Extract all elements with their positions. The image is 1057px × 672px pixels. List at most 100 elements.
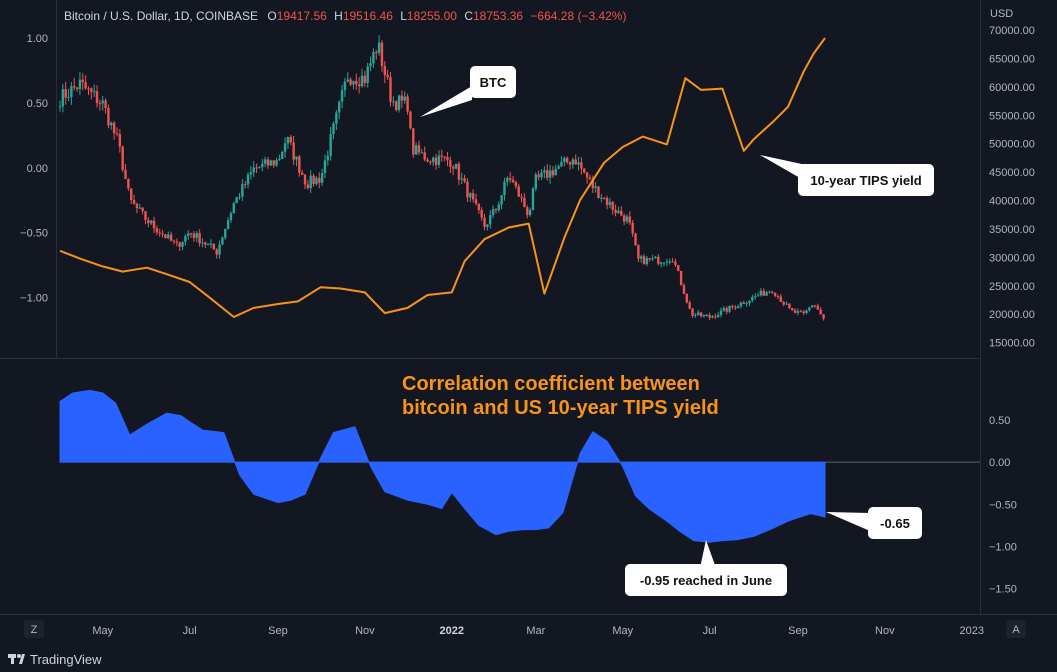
- btc-candle: [585, 172, 589, 184]
- candle-body: [489, 215, 492, 225]
- btc-candle: [78, 71, 82, 95]
- btc-candle: [90, 87, 93, 100]
- btc-candle: [457, 161, 461, 185]
- btc-candle: [659, 261, 663, 268]
- candle-body: [819, 309, 822, 315]
- btc-candle: [520, 193, 523, 203]
- candle-body: [369, 63, 372, 67]
- candle-body: [585, 172, 589, 178]
- candle-body: [739, 302, 743, 307]
- candle-body: [793, 310, 797, 313]
- candle-body: [799, 311, 802, 313]
- zoom-button[interactable]: Z: [24, 620, 44, 638]
- candle-body: [118, 133, 122, 147]
- candle-body: [457, 163, 461, 180]
- btc-candle: [110, 121, 113, 130]
- candle-body: [540, 172, 543, 178]
- btc-candle: [181, 241, 184, 251]
- btc-candle: [591, 175, 594, 193]
- right-tick-label: 55000.00: [989, 110, 1035, 122]
- candle-body: [155, 228, 159, 233]
- btc-candle: [423, 146, 426, 162]
- btc-candle: [372, 48, 375, 68]
- candle-body: [511, 179, 515, 182]
- symbol-name: Bitcoin / U.S. Dollar, 1D, COINBASE: [64, 9, 258, 23]
- btc-candle: [206, 243, 210, 246]
- latest-callout-box: [868, 507, 922, 539]
- candle-body: [625, 216, 629, 222]
- btc-candle: [386, 69, 389, 80]
- candle-body: [494, 209, 498, 211]
- candle-body: [557, 166, 560, 169]
- btc-candle: [295, 156, 298, 167]
- candle-body: [782, 302, 785, 305]
- btc-candle: [645, 255, 649, 267]
- candle-body: [224, 228, 227, 238]
- candle-body: [568, 162, 572, 165]
- candle-body: [537, 174, 540, 178]
- btc-candle: [192, 231, 196, 242]
- candle-body: [403, 96, 406, 101]
- btc-candle: [443, 156, 446, 162]
- candle-body: [577, 162, 580, 165]
- candle-body: [115, 133, 119, 135]
- open-value: 19417.56: [277, 9, 327, 23]
- time-tick-label: 2023: [959, 625, 983, 637]
- candle-body: [164, 234, 167, 239]
- btc-candle: [625, 214, 629, 224]
- candle-body: [243, 183, 247, 185]
- candle-body: [634, 233, 637, 246]
- candle-body: [303, 174, 307, 185]
- btc-candle: [320, 168, 324, 186]
- candle-body: [101, 100, 104, 104]
- candle-body: [329, 134, 332, 156]
- candle-body: [731, 305, 734, 308]
- high-label: H: [334, 9, 343, 23]
- btc-candle: [662, 262, 666, 267]
- candle-body: [189, 233, 193, 235]
- auto-scale-button[interactable]: A: [1006, 620, 1026, 638]
- btc-candle: [697, 309, 700, 316]
- candle-body: [258, 167, 261, 169]
- btc-candle: [187, 230, 190, 240]
- btc-candle: [808, 306, 811, 312]
- btc-candle: [241, 178, 244, 201]
- candle-body: [437, 155, 441, 165]
- candle-body: [722, 308, 726, 311]
- candle-body: [785, 303, 788, 305]
- btc-candle: [375, 49, 378, 60]
- btc-candle: [759, 288, 763, 297]
- candle-body: [508, 177, 512, 180]
- candle-body: [315, 177, 318, 185]
- candle-body: [440, 155, 443, 157]
- candle-body: [486, 224, 489, 227]
- btc-candle: [631, 219, 634, 237]
- btc-candle: [409, 110, 412, 130]
- btc-candle: [594, 182, 597, 193]
- candle-body: [765, 292, 768, 296]
- time-tick-label: May: [92, 625, 113, 637]
- candle-body: [674, 261, 677, 266]
- btc-candle: [628, 211, 632, 226]
- candle-body: [682, 285, 686, 294]
- time-tick-label: Jul: [703, 625, 717, 637]
- candle-body: [659, 262, 663, 264]
- candle-body: [187, 233, 190, 236]
- june-callout-label: -0.95 reached in June: [640, 573, 772, 588]
- candle-body: [640, 256, 643, 259]
- btc-candle: [229, 211, 233, 223]
- btc-candle: [366, 62, 369, 88]
- right-tick-label: 60000.00: [989, 82, 1035, 94]
- candle-body: [241, 183, 244, 197]
- btc-candle: [346, 72, 349, 83]
- btc-candle: [135, 202, 139, 214]
- candle-body: [671, 261, 674, 263]
- time-tick-label: 2022: [440, 625, 464, 637]
- btc-candle: [449, 156, 452, 174]
- btc-candle: [802, 310, 805, 316]
- btc-candle: [568, 161, 572, 170]
- candle-body: [796, 311, 800, 313]
- candle-body: [204, 242, 207, 245]
- btc-candle: [705, 313, 708, 317]
- btc-callout-label: BTC: [480, 75, 507, 90]
